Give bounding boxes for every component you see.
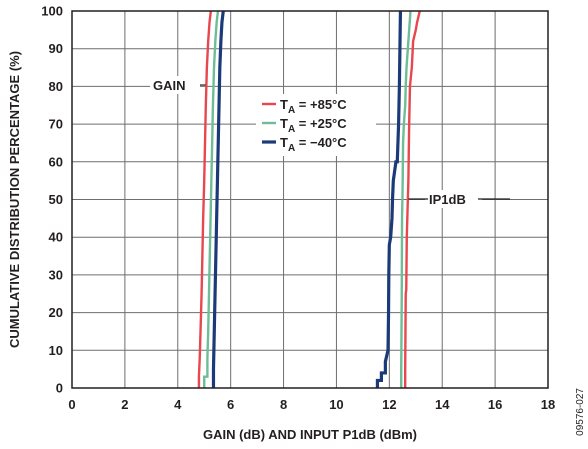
tick-labels: 0 2 4 6 8 10 12 14 16 18 0 10 20 30 40 50 60 70 80 90 100: [41, 4, 555, 413]
legend: TA = +85°CTA = +25°CTA = −40°C: [256, 94, 376, 156]
x-tick-label: 18: [541, 397, 555, 412]
x-tick-label: 14: [435, 397, 450, 412]
x-tick-label: 8: [280, 397, 287, 412]
figure-id: 09576-027: [575, 388, 586, 436]
y-tick-label: 70: [49, 117, 63, 132]
y-tick-label: 0: [56, 381, 63, 396]
y-tick-label: 90: [49, 41, 63, 56]
series-line-gain: [203, 10, 220, 388]
series-group: [197, 10, 421, 388]
gain-label-box: [150, 76, 200, 94]
x-tick-label: 6: [227, 397, 234, 412]
x-tick-label: 10: [329, 397, 343, 412]
y-tick-label: 20: [49, 305, 63, 320]
legend-entry: TA = +85°C: [280, 97, 347, 116]
series-line-gain: [197, 10, 213, 388]
x-axis-label: GAIN (dB) AND INPUT P1dB (dBm): [203, 427, 417, 442]
series-line-ip1db: [375, 10, 403, 388]
y-tick-label: 60: [49, 154, 63, 169]
y-tick-label: 80: [49, 79, 63, 94]
x-tick-label: 12: [382, 397, 396, 412]
annotations: GAIN IP1dB: [150, 76, 510, 208]
y-axis-label: CUMULATIVE DISTRIBUTION PERCENTAGE (%): [7, 51, 22, 348]
y-tick-label: 30: [49, 267, 63, 282]
legend-entry: TA = −40°C: [280, 135, 347, 154]
x-tick-label: 2: [121, 397, 128, 412]
y-tick-label: 50: [49, 192, 63, 207]
y-tick-label: 40: [49, 230, 63, 245]
legend-entry: TA = +25°C: [280, 116, 347, 135]
gain-annotation: GAIN: [153, 78, 186, 93]
x-tick-label: 0: [68, 397, 75, 412]
series-line-ip1db: [404, 10, 421, 388]
ip1db-label-box: [425, 190, 482, 208]
y-tick-label: 10: [49, 343, 63, 358]
y-tick-label: 100: [41, 4, 63, 19]
plot-frame: [71, 10, 549, 389]
x-tick-label: 16: [488, 397, 502, 412]
ip1db-annotation: IP1dB: [429, 192, 466, 207]
x-tick-label: 4: [174, 397, 182, 412]
series-line-gain: [211, 10, 225, 388]
series-line-ip1db: [400, 10, 412, 388]
